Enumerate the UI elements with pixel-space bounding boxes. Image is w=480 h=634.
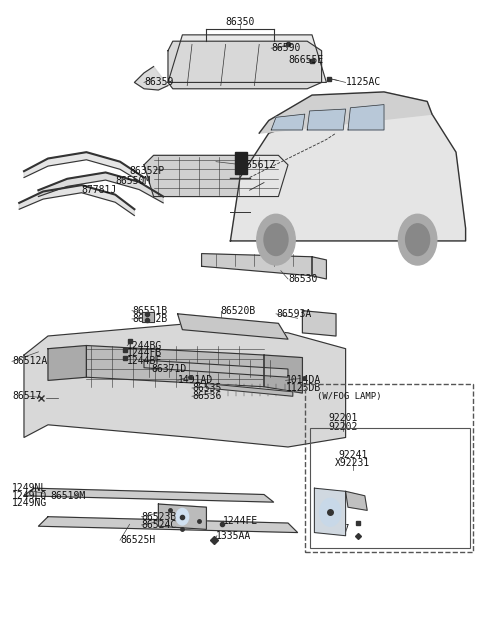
- Polygon shape: [144, 155, 288, 197]
- Polygon shape: [19, 185, 134, 216]
- Text: 1335AA: 1335AA: [216, 531, 251, 541]
- Circle shape: [320, 498, 341, 526]
- Polygon shape: [307, 109, 346, 130]
- Text: 1014DA: 1014DA: [286, 375, 321, 385]
- Polygon shape: [302, 311, 336, 336]
- Bar: [305, 384, 473, 552]
- Text: 1244FB: 1244FB: [127, 348, 162, 358]
- Polygon shape: [158, 504, 206, 529]
- Text: 86550M: 86550M: [115, 176, 150, 186]
- Text: 92201: 92201: [328, 413, 358, 424]
- Text: 92202: 92202: [328, 422, 358, 432]
- Polygon shape: [24, 323, 346, 447]
- Text: 92241: 92241: [338, 450, 368, 460]
- Text: 86512A: 86512A: [12, 356, 47, 366]
- Polygon shape: [86, 346, 264, 387]
- Text: 18647: 18647: [321, 524, 351, 534]
- Circle shape: [406, 224, 430, 256]
- Text: 86352P: 86352P: [130, 166, 165, 176]
- Text: 1244BG: 1244BG: [127, 340, 162, 351]
- Text: 86519M: 86519M: [50, 491, 85, 501]
- Text: 1244FE: 1244FE: [223, 516, 258, 526]
- Polygon shape: [348, 105, 384, 130]
- Text: 86350: 86350: [225, 17, 255, 27]
- Polygon shape: [168, 41, 322, 89]
- Polygon shape: [142, 312, 154, 322]
- Bar: [310, 428, 470, 548]
- Circle shape: [398, 214, 437, 265]
- Text: 86371D: 86371D: [151, 364, 186, 374]
- Circle shape: [264, 224, 288, 256]
- Polygon shape: [206, 384, 293, 396]
- Text: 86530: 86530: [288, 274, 317, 284]
- Polygon shape: [271, 114, 305, 130]
- Text: 86536: 86536: [192, 391, 221, 401]
- Polygon shape: [314, 488, 346, 536]
- Polygon shape: [134, 67, 168, 90]
- Text: 86590: 86590: [271, 42, 300, 53]
- Text: 86359: 86359: [144, 77, 173, 87]
- Polygon shape: [259, 92, 432, 133]
- Text: 1244BF: 1244BF: [127, 356, 162, 366]
- Text: 87781J: 87781J: [82, 185, 117, 195]
- Text: 1125DB: 1125DB: [286, 383, 321, 393]
- Text: 86655E: 86655E: [288, 55, 323, 65]
- Text: 86517: 86517: [12, 391, 41, 401]
- Text: 1125AC: 1125AC: [346, 77, 381, 87]
- Text: 86524C: 86524C: [142, 520, 177, 530]
- Text: 86535: 86535: [192, 383, 221, 393]
- Text: 86520B: 86520B: [221, 306, 256, 316]
- Polygon shape: [144, 360, 288, 377]
- Circle shape: [176, 508, 189, 525]
- Circle shape: [257, 214, 295, 265]
- Polygon shape: [235, 152, 247, 174]
- Polygon shape: [202, 254, 312, 276]
- Polygon shape: [312, 257, 326, 279]
- Polygon shape: [24, 488, 274, 502]
- Polygon shape: [346, 491, 367, 510]
- Polygon shape: [264, 355, 302, 393]
- Text: 86551B: 86551B: [132, 306, 167, 316]
- Polygon shape: [168, 35, 326, 82]
- Polygon shape: [38, 517, 298, 533]
- Text: 1249LQ: 1249LQ: [12, 491, 47, 501]
- Text: 1249NL: 1249NL: [12, 483, 47, 493]
- Polygon shape: [48, 346, 86, 380]
- Text: (W/FOG LAMP): (W/FOG LAMP): [317, 392, 381, 401]
- Text: 86525H: 86525H: [120, 535, 155, 545]
- Text: 86523B: 86523B: [142, 512, 177, 522]
- Text: 86561Z: 86561Z: [240, 160, 275, 170]
- Text: 1491AD: 1491AD: [178, 375, 213, 385]
- Polygon shape: [24, 152, 144, 184]
- Text: 86552B: 86552B: [132, 314, 167, 324]
- Text: 86593A: 86593A: [276, 309, 311, 319]
- Text: 1249NG: 1249NG: [12, 498, 47, 508]
- Polygon shape: [38, 172, 163, 203]
- Text: X92231: X92231: [335, 458, 371, 469]
- Polygon shape: [178, 314, 288, 339]
- Polygon shape: [230, 108, 466, 241]
